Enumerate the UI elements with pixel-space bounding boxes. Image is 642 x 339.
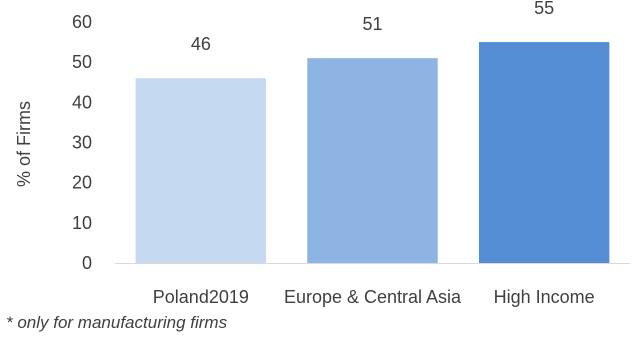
bar-1 [307,58,438,264]
y-axis-ticks: 0 10 20 30 40 50 60 [72,12,92,273]
category-labels: Poland2019 Europe & Central Asia High Inco… [153,287,595,307]
y-tick-label: 0 [82,253,92,273]
y-tick-label: 10 [72,213,92,233]
y-tick-label: 60 [72,12,92,32]
data-labels: 46 51 55 [191,0,554,54]
bar-2 [478,42,610,264]
y-tick-label: 40 [72,92,92,112]
data-label: 46 [191,34,211,54]
category-label: Poland2019 [153,287,249,307]
y-axis-label: % of Firms [14,101,34,187]
category-label: High Income [494,287,595,307]
data-label: 51 [362,14,382,34]
y-tick-label: 20 [72,173,92,193]
y-tick-label: 50 [72,52,92,72]
category-label: Europe & Central Asia [284,287,462,307]
y-tick-label: 30 [72,133,92,153]
bars [135,42,610,264]
footnote: * only for manufacturing firms [6,313,228,332]
data-label: 55 [534,0,554,18]
bar-0 [135,78,267,263]
